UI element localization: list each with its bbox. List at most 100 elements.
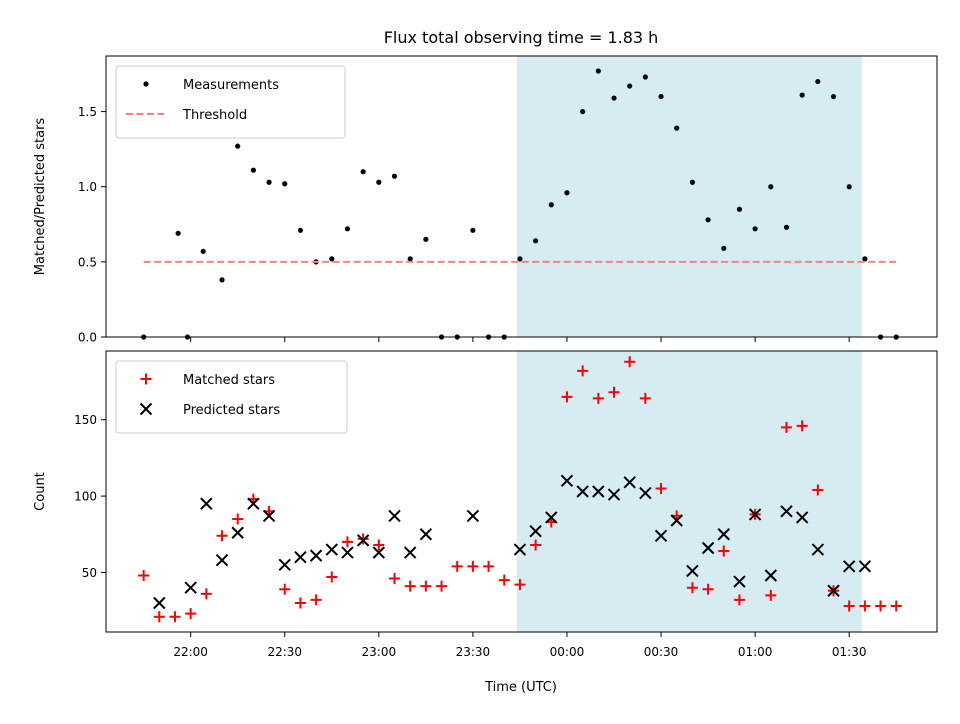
data-point [356, 534, 370, 547]
y-tick-label: 50 [82, 566, 97, 580]
data-point [799, 92, 805, 98]
data-point [404, 580, 416, 592]
y-axis-label: Matched/Predicted stars [33, 118, 48, 276]
data-point [232, 513, 244, 525]
data-point [470, 227, 476, 233]
data-point [326, 571, 338, 583]
y-tick-label: 150 [74, 413, 97, 427]
data-point [560, 474, 574, 488]
data-point [185, 608, 197, 620]
data-point [200, 588, 212, 600]
data-point [624, 356, 636, 368]
data-point [890, 600, 902, 612]
data-point [733, 594, 745, 606]
data-point [436, 580, 448, 592]
data-point [266, 179, 272, 185]
data-point [278, 558, 291, 572]
legend-swatch [139, 402, 153, 416]
data-point [407, 256, 413, 262]
data-point [846, 184, 852, 190]
data-point [674, 125, 680, 131]
data-point [169, 611, 181, 623]
data-point [689, 179, 696, 185]
data-point [607, 488, 621, 501]
data-point [686, 564, 699, 578]
legend-frame [115, 65, 346, 139]
data-point [297, 227, 304, 233]
data-point [686, 582, 698, 594]
data-point [282, 181, 288, 187]
data-point [219, 277, 225, 283]
axes-frame [105, 55, 938, 338]
data-point [736, 206, 743, 212]
data-point [718, 545, 730, 557]
legend-label: Measurements [183, 78, 279, 93]
data-point [357, 533, 369, 545]
data-point [705, 217, 711, 223]
data-point [388, 573, 400, 585]
y-tick-label: 0.0 [78, 331, 97, 345]
data-point [842, 560, 856, 573]
data-point [529, 524, 542, 538]
data-point [608, 386, 620, 398]
data-point [858, 560, 872, 573]
data-point [138, 569, 150, 581]
data-point [592, 485, 605, 498]
data-point [513, 543, 527, 556]
data-point [373, 539, 385, 551]
data-point [639, 486, 652, 500]
y-tick-label: 100 [74, 490, 97, 504]
data-point [419, 528, 433, 541]
data-point [780, 505, 793, 518]
x-tick-label: 23:30 [456, 645, 491, 659]
data-point [748, 508, 762, 521]
data-point [514, 579, 526, 591]
data-point [862, 256, 868, 262]
data-point [548, 202, 554, 208]
data-point [175, 230, 181, 236]
data-point [360, 169, 366, 175]
legend: Matched stars Predicted stars [115, 360, 348, 434]
data-point [655, 482, 667, 494]
series-predicted-stars [153, 474, 872, 610]
x-tick-label: 22:00 [173, 645, 208, 659]
y-tick-label: 1.5 [78, 105, 97, 119]
legend-swatch [143, 81, 149, 87]
data-point [592, 392, 604, 404]
y-tick-label: 0.5 [78, 255, 97, 269]
data-point [815, 78, 821, 85]
data-point [780, 421, 792, 433]
x-tick-label: 01:30 [832, 645, 867, 659]
data-point [595, 68, 601, 74]
legend-label: Matched stars [183, 373, 275, 388]
data-point [733, 575, 746, 588]
data-point [216, 530, 228, 542]
data-point [235, 143, 241, 149]
data-point [153, 611, 165, 623]
data-point [812, 484, 824, 496]
data-point [670, 514, 683, 527]
data-point [294, 550, 307, 564]
data-point [200, 497, 213, 510]
data-point [533, 238, 539, 244]
data-point [184, 581, 197, 594]
data-point [344, 226, 351, 232]
data-point [768, 184, 774, 190]
data-point [611, 95, 617, 101]
data-point [627, 83, 633, 89]
data-point [783, 224, 790, 230]
data-point [827, 584, 840, 597]
data-point [795, 511, 809, 524]
data-point [279, 583, 291, 595]
data-point [658, 93, 664, 100]
data-point [483, 560, 495, 572]
chart-title: Flux total observing time = 1.83 h [384, 28, 659, 47]
y-tick-label: 1.0 [78, 180, 97, 194]
axes-frame [105, 350, 938, 633]
data-point [420, 580, 432, 592]
panel-1: 0.0 0.5 1.0 1.5 Matched/Predicted stars Measu… [33, 55, 938, 345]
data-point [561, 391, 573, 403]
data-point [423, 236, 429, 242]
data-point [843, 600, 855, 612]
data-point [451, 560, 463, 572]
